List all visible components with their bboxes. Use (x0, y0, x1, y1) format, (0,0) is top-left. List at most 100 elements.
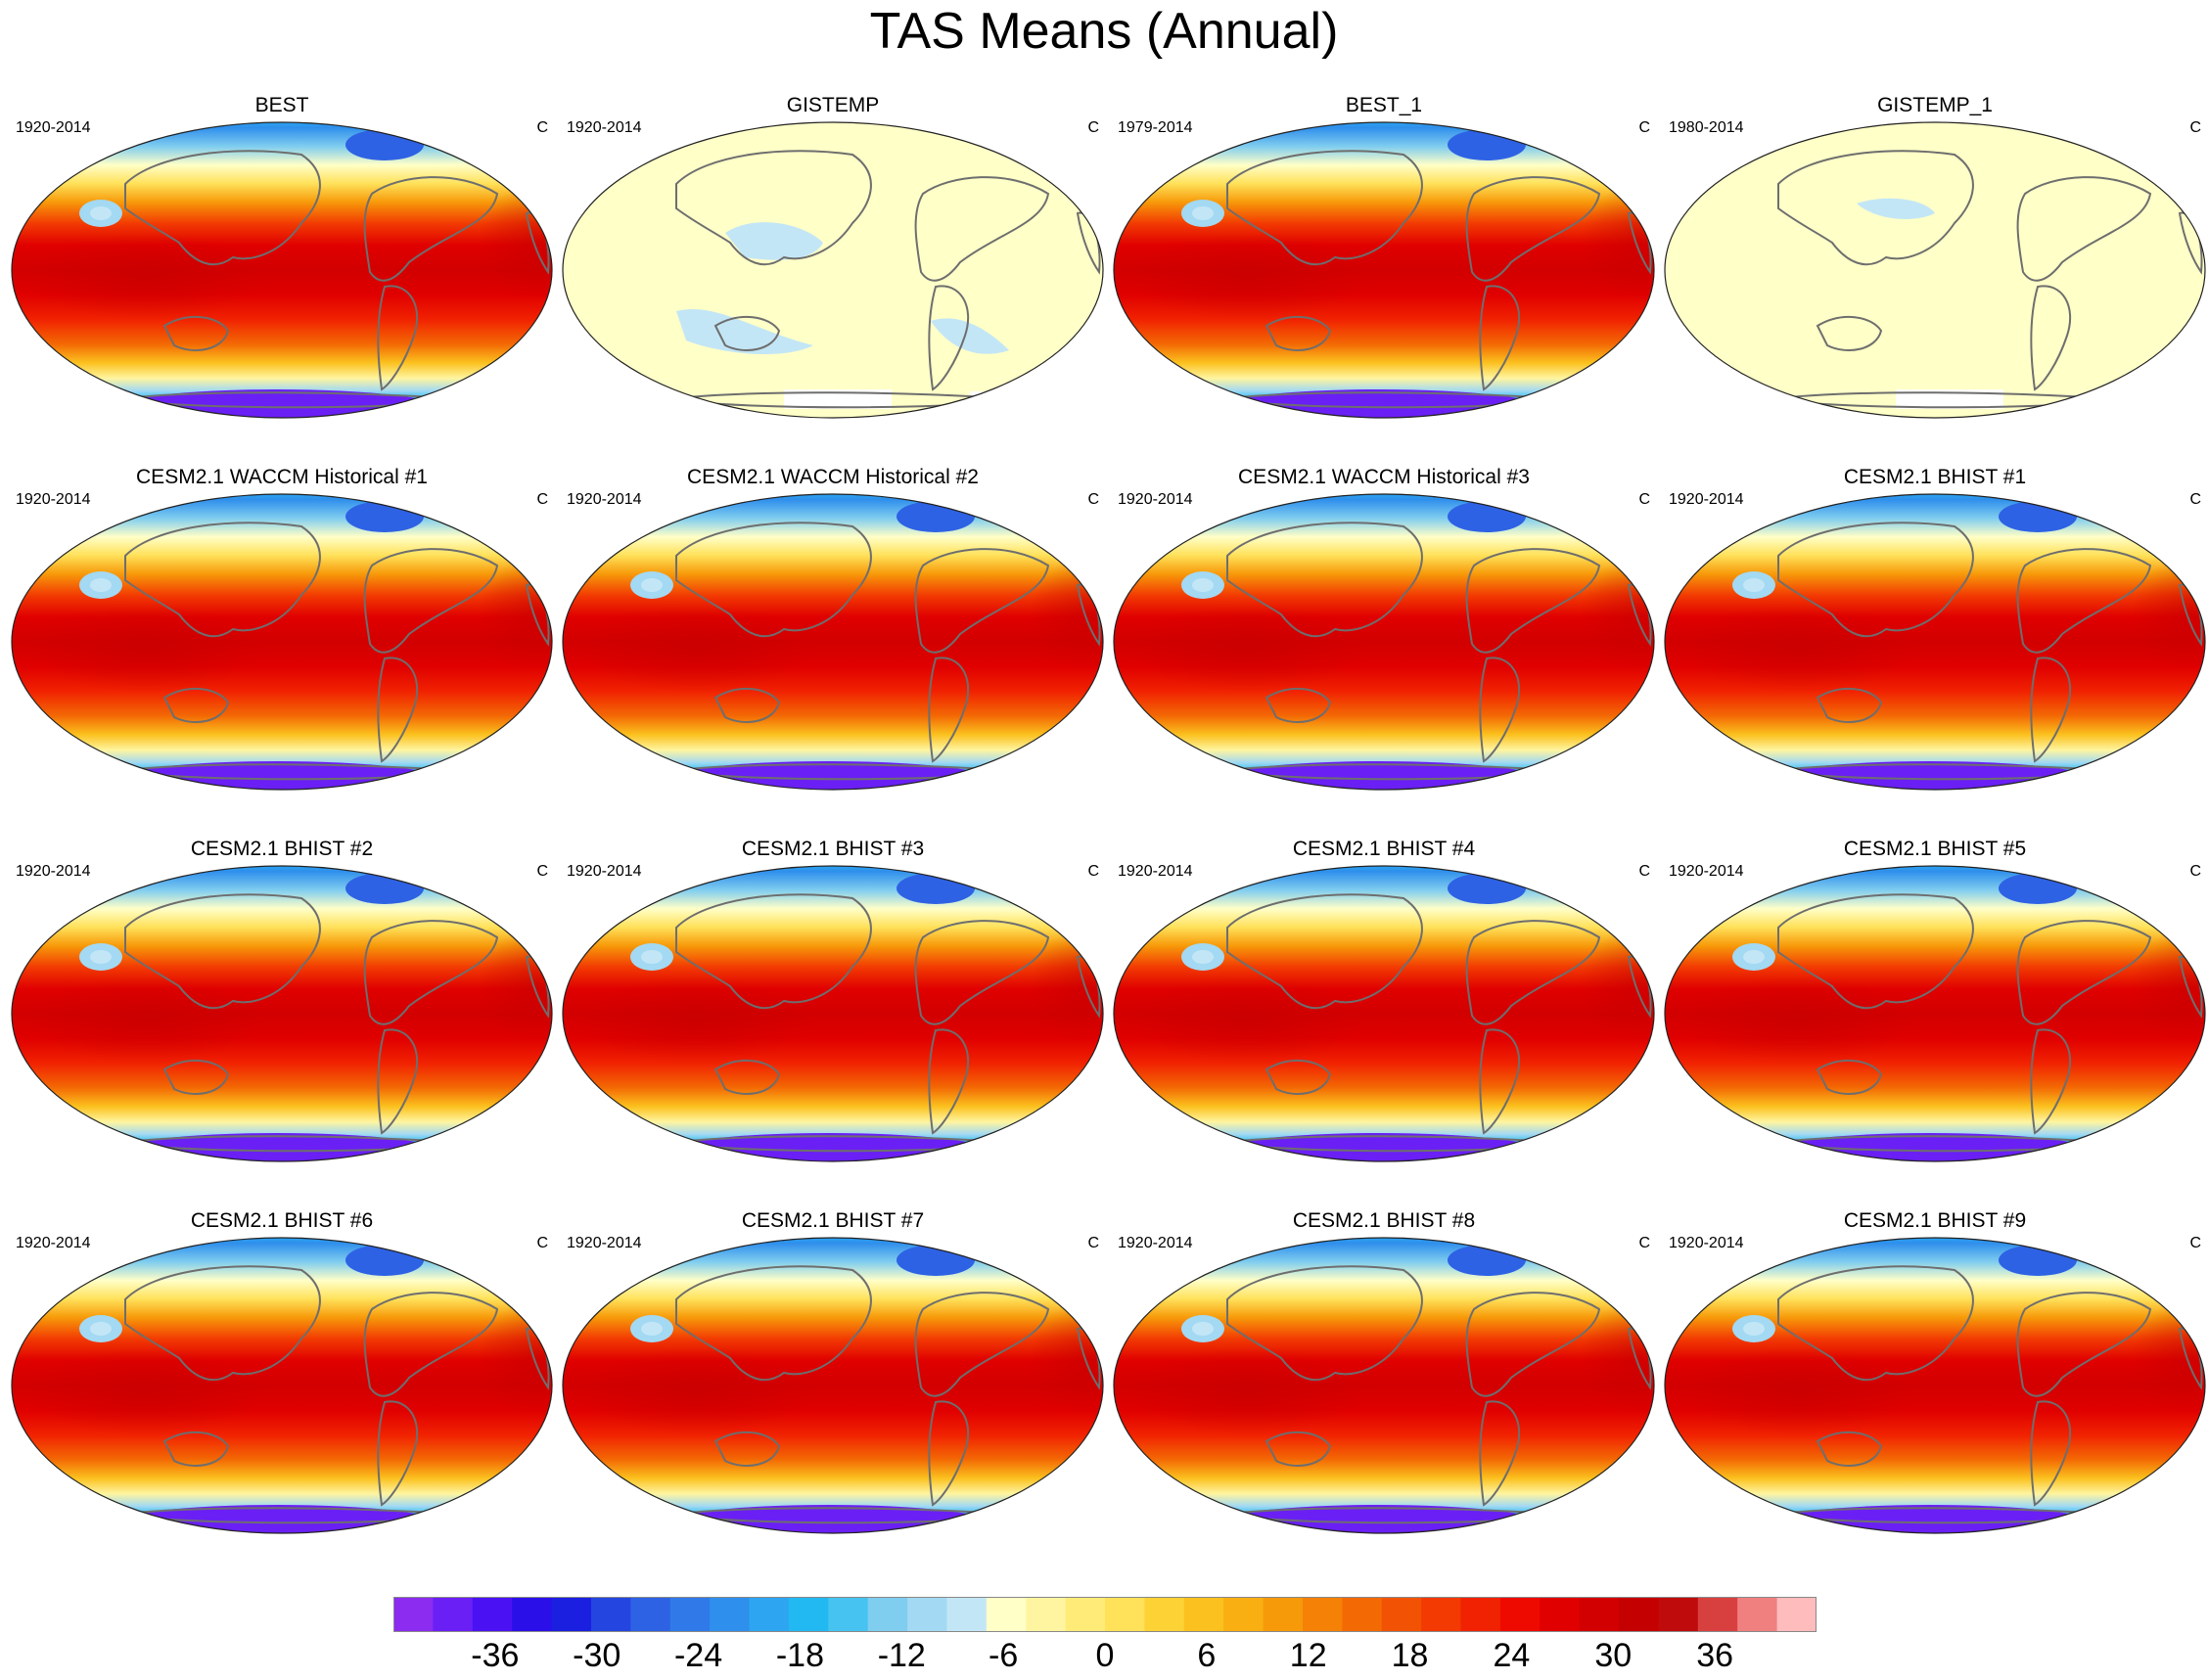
map-panel: CESM2.1 BHIST #1 1920-2014 C (1661, 466, 2208, 818)
colorbar-swatch (1183, 1597, 1224, 1632)
panel-units-label: C (1638, 491, 1650, 508)
panel-period-label: 1920-2014 (567, 119, 642, 136)
map-panel: CESM2.1 BHIST #8 1920-2014 C (1110, 1209, 1658, 1562)
colorbar-swatch (472, 1597, 513, 1632)
panel-period-label: 1979-2014 (1118, 119, 1193, 136)
panel-units-label: C (2189, 491, 2201, 508)
colorbar-tick-label: -18 (775, 1637, 824, 1674)
panel-period-label: 1920-2014 (1118, 1235, 1193, 1251)
robinson-map (562, 121, 1104, 419)
colorbar-swatch (1697, 1597, 1738, 1632)
panel-period-label: 1920-2014 (567, 863, 642, 880)
panel-title: BEST (254, 94, 309, 116)
panel-period-label: 1920-2014 (567, 491, 642, 508)
panel-units-label: C (2189, 119, 2201, 136)
colorbar-tick-label: 0 (1095, 1637, 1115, 1674)
colorbar-swatch (433, 1597, 474, 1632)
colorbar-swatch (1105, 1597, 1145, 1632)
panel-units-label: C (1638, 1235, 1650, 1251)
panel-period-label: 1920-2014 (1669, 491, 1744, 508)
panel-period-label: 1920-2014 (567, 1235, 642, 1251)
map-panel: CESM2.1 BHIST #9 1920-2014 C (1661, 1209, 2208, 1562)
panel-period-label: 1920-2014 (16, 863, 91, 880)
panel-title: CESM2.1 WACCM Historical #1 (136, 466, 428, 488)
map-panel: CESM2.1 BHIST #7 1920-2014 C (559, 1209, 1107, 1562)
panel-title: CESM2.1 BHIST #5 (1843, 838, 2027, 860)
colorbar-swatch (1499, 1597, 1541, 1632)
panel-title: CESM2.1 BHIST #8 (1292, 1209, 1476, 1232)
colorbar-swatch (630, 1597, 671, 1632)
robinson-map (1113, 121, 1655, 419)
panel-title: CESM2.1 BHIST #2 (190, 838, 374, 860)
panel-title: GISTEMP_1 (1877, 94, 1993, 116)
colorbar-swatch (1065, 1597, 1106, 1632)
colorbar-swatch (1381, 1597, 1422, 1632)
robinson-map (11, 1237, 553, 1534)
colorbar-swatch (1302, 1597, 1343, 1632)
colorbar-tick-label: 24 (1493, 1637, 1531, 1674)
colorbar-swatch (1737, 1597, 1778, 1632)
colorbar-tick-label: -30 (573, 1637, 621, 1674)
map-panel: BEST 1920-2014 C (8, 94, 556, 446)
panel-title: CESM2.1 BHIST #6 (190, 1209, 374, 1232)
colorbar-tick-label: 12 (1289, 1637, 1327, 1674)
robinson-map (1113, 1237, 1655, 1534)
page-title: TAS Means (Annual) (869, 3, 1339, 60)
panel-title: CESM2.1 BHIST #7 (741, 1209, 925, 1232)
colorbar-swatch (393, 1597, 434, 1632)
map-panel: CESM2.1 BHIST #6 1920-2014 C (8, 1209, 556, 1562)
colorbar-tick-label: -36 (471, 1637, 520, 1674)
panel-period-label: 1920-2014 (16, 491, 91, 508)
colorbar-swatch (590, 1597, 631, 1632)
panel-period-label: 1920-2014 (16, 119, 91, 136)
colorbar-swatch (1263, 1597, 1304, 1632)
colorbar-swatch (1223, 1597, 1265, 1632)
colorbar-tick-label: 30 (1594, 1637, 1633, 1674)
colorbar-tick-label: -6 (989, 1637, 1019, 1674)
map-panel: CESM2.1 BHIST #5 1920-2014 C (1661, 838, 2208, 1190)
colorbar-swatch (710, 1597, 750, 1632)
panel-period-label: 1920-2014 (1669, 863, 1744, 880)
map-panel: CESM2.1 WACCM Historical #3 1920-2014 C (1110, 466, 1658, 818)
map-panel: CESM2.1 BHIST #3 1920-2014 C (559, 838, 1107, 1190)
panel-units-label: C (1087, 1235, 1099, 1251)
robinson-map (1664, 865, 2206, 1162)
colorbar-swatch (1579, 1597, 1620, 1632)
panel-title: GISTEMP (786, 94, 880, 116)
colorbar-tick-label: -24 (673, 1637, 723, 1674)
robinson-map (1664, 121, 2206, 419)
colorbar-swatch (1776, 1597, 1817, 1632)
robinson-map (1113, 493, 1655, 791)
map-panel: CESM2.1 BHIST #4 1920-2014 C (1110, 838, 1658, 1190)
colorbar-tick-label: 36 (1696, 1637, 1734, 1674)
colorbar-tick-label: -12 (877, 1637, 926, 1674)
panel-title: CESM2.1 BHIST #3 (741, 838, 925, 860)
colorbar-swatch (867, 1597, 908, 1632)
panel-units-label: C (536, 1235, 548, 1251)
map-panel: GISTEMP_1 1980-2014 C (1661, 94, 2208, 446)
colorbar-swatch (669, 1597, 711, 1632)
robinson-map (562, 865, 1104, 1162)
colorbar-swatch (1144, 1597, 1185, 1632)
colorbar-swatch (907, 1597, 947, 1632)
panel-units-label: C (536, 491, 548, 508)
colorbar-swatch (828, 1597, 869, 1632)
robinson-map (11, 493, 553, 791)
panel-units-label: C (1087, 863, 1099, 880)
colorbar-swatch (788, 1597, 829, 1632)
panel-title: CESM2.1 WACCM Historical #2 (687, 466, 979, 488)
panel-units-label: C (536, 119, 548, 136)
panel-units-label: C (1638, 119, 1650, 136)
colorbar-swatch (1342, 1597, 1383, 1632)
colorbar-swatch (1658, 1597, 1699, 1632)
robinson-map (11, 865, 553, 1162)
panel-units-label: C (1638, 863, 1650, 880)
robinson-map (1113, 865, 1655, 1162)
colorbar-swatch (1460, 1597, 1501, 1632)
robinson-map (562, 493, 1104, 791)
panel-period-label: 1920-2014 (1118, 491, 1193, 508)
colorbar-swatch (749, 1597, 790, 1632)
map-panel: CESM2.1 WACCM Historical #2 1920-2014 C (559, 466, 1107, 818)
panel-units-label: C (2189, 863, 2201, 880)
colorbar-tick-label: 18 (1391, 1637, 1429, 1674)
